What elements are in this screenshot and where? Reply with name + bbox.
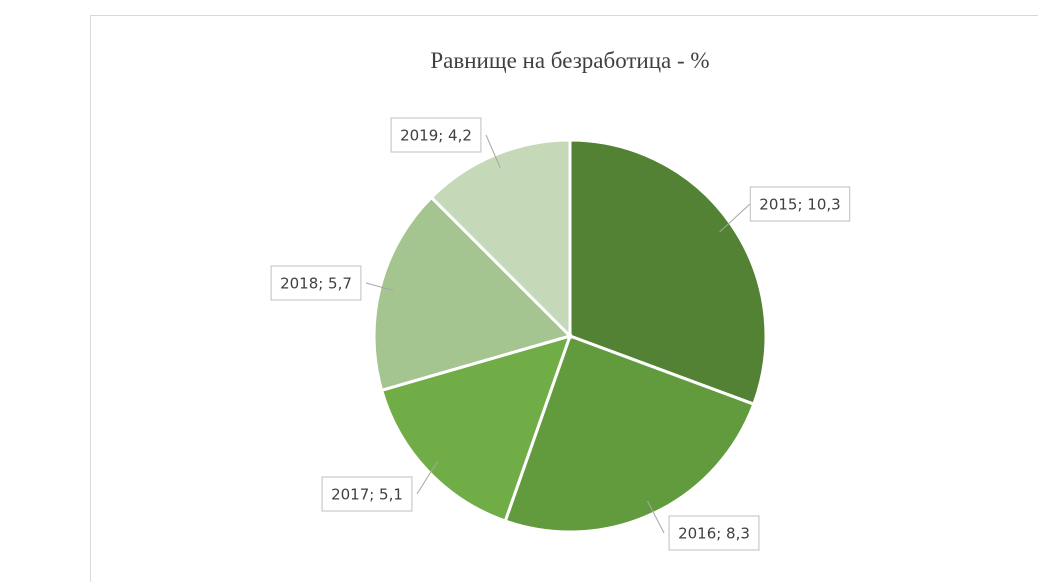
leader-line xyxy=(647,500,665,534)
leader-line xyxy=(485,134,501,168)
data-label-box xyxy=(749,186,851,222)
leader-line xyxy=(365,282,394,291)
pie-slice xyxy=(379,333,573,523)
chart-title: Равнище на безработица - % xyxy=(430,48,709,73)
data-label-box xyxy=(270,265,362,301)
data-label-box xyxy=(390,117,482,153)
data-label: 2019; 4,2 xyxy=(400,127,472,145)
data-label: 2015; 10,3 xyxy=(759,196,840,214)
data-label: 2017; 5,1 xyxy=(331,486,403,504)
data-label-box xyxy=(321,476,413,512)
leader-line xyxy=(719,203,751,233)
data-label: 2018; 5,7 xyxy=(280,275,352,293)
data-label: 2016; 8,3 xyxy=(678,525,750,543)
leader-line xyxy=(416,460,438,495)
data-label-box xyxy=(668,515,760,551)
pie-slice xyxy=(568,138,768,407)
